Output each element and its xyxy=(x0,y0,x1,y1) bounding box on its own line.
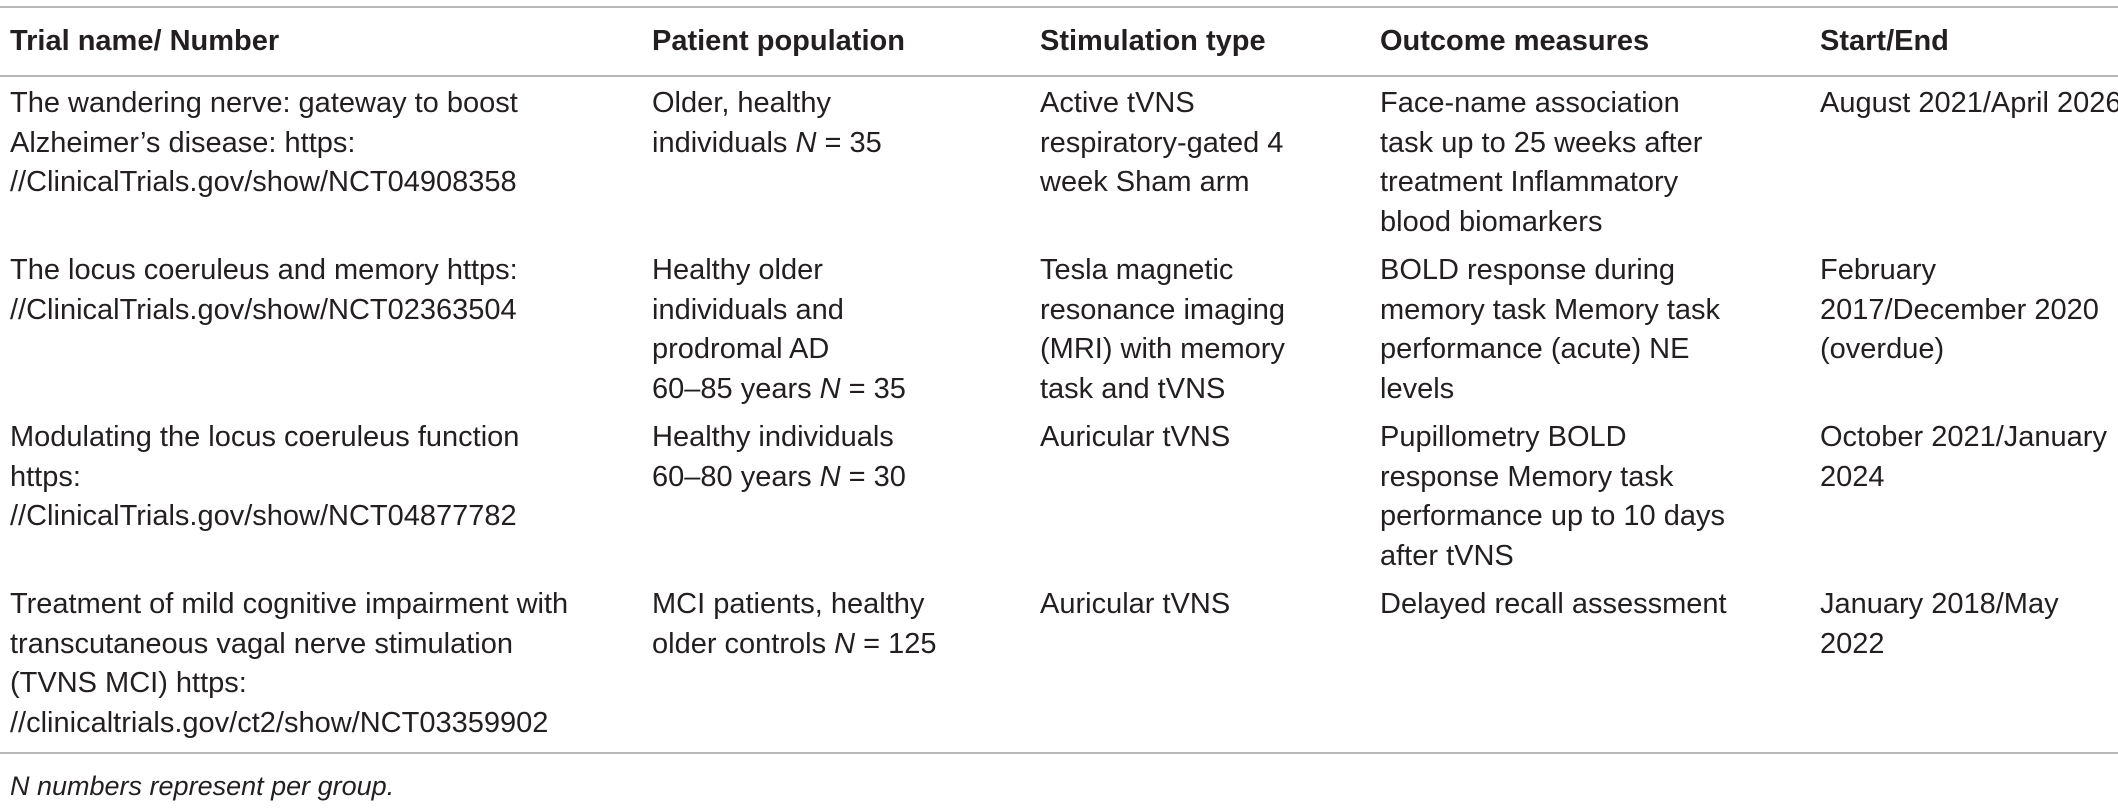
cell-stimulation-line: (MRI) with memory xyxy=(1040,333,1285,365)
cell-outcome-line: memory task Memory task xyxy=(1380,293,1720,326)
table-header: Trial name/ Number Patient population St… xyxy=(0,7,2118,76)
cell-dates-line: 2017/December 2020 xyxy=(1820,293,2099,326)
cell-stimulation-line: Auricular tVNS xyxy=(1040,588,1231,620)
cell-population-line: 60–80 years N = 30 xyxy=(652,460,906,493)
cell-outcome-line: performance up to 10 days xyxy=(1380,500,1725,532)
cell-trial-line: https: xyxy=(10,460,81,493)
cell-population-line: individuals and xyxy=(652,293,844,326)
cell-stimulation-line: resonance imaging xyxy=(1040,293,1286,326)
cell-stimulation-line: week Sham arm xyxy=(1040,166,1250,198)
cell-stimulation-line: Active tVNS xyxy=(1040,87,1195,119)
cell-trial-line: //ClinicalTrials.gov/show/NCT04877782 xyxy=(10,500,517,532)
cell-population-line: Healthy individuals xyxy=(652,421,894,453)
header-outcome: Outcome measures xyxy=(1380,25,1650,57)
cell-outcome-line: Face-name association xyxy=(1380,87,1680,119)
cell-trial-line: //clinicaltrials.gov/ct2/show/NCT0335990… xyxy=(10,706,549,739)
header-row: Trial name/ Number Patient population St… xyxy=(0,7,2118,76)
cell-dates-line: August 2021/April 2026 xyxy=(1820,87,2118,119)
cell-trial-line: The locus coeruleus and memory https: xyxy=(10,254,518,286)
cell-dates-line: October 2021/January xyxy=(1820,421,2107,453)
cell-trial-line: transcutaneous vagal nerve stimulation xyxy=(10,627,513,660)
header-dates: Start/End xyxy=(1820,25,1949,57)
cell-trial-line: //ClinicalTrials.gov/show/NCT04908358 xyxy=(10,166,517,198)
cell-outcome-line: Delayed recall assessment xyxy=(1380,588,1727,620)
cell-dates-line: January 2018/May xyxy=(1820,588,2059,620)
cell-stimulation: Active tVNS respiratory-gated 4 week Sham … xyxy=(1030,76,1370,244)
cell-outcome-line: after tVNS xyxy=(1380,539,1514,572)
cell-population-line: individuals N = 35 xyxy=(652,126,882,159)
cell-trial-line: Treatment of mild cognitive impairment w… xyxy=(10,588,569,620)
cell-trial-line: //ClinicalTrials.gov/show/NCT02363504 xyxy=(10,293,517,326)
trials-table: Trial name/ Number Patient population St… xyxy=(0,6,2118,754)
cell-population: Healthy older individuals and prodromal AD… xyxy=(642,244,1030,411)
cell-trial-line: (TVNS MCI) https: xyxy=(10,667,247,699)
cell-outcome: Delayed recall assessment xyxy=(1370,578,1810,753)
cell-stimulation: Auricular tVNS xyxy=(1030,578,1370,753)
cell-dates-line: (overdue) xyxy=(1820,333,1945,365)
cell-trial: The wandering nerve: gateway to boost Alz… xyxy=(0,76,642,244)
table-row: The wandering nerve: gateway to boost Alz… xyxy=(0,76,2118,244)
cell-stimulation: Auricular tVNS xyxy=(1030,411,1370,578)
cell-outcome-line: task up to 25 weeks after xyxy=(1380,126,1703,159)
cell-stimulation-line: Auricular tVNS xyxy=(1040,421,1231,453)
cell-outcome-line: levels xyxy=(1380,372,1455,405)
cell-outcome-line: BOLD response during xyxy=(1380,254,1675,286)
cell-population-line: Older, healthy xyxy=(652,87,831,119)
table-row: The locus coeruleus and memory https: //C… xyxy=(0,244,2118,411)
cell-outcome: Face-name association task up to 25 weeks… xyxy=(1370,76,1810,244)
cell-trial-line: The wandering nerve: gateway to boost xyxy=(10,87,518,119)
cell-outcome-line: performance (acute) NE xyxy=(1380,333,1690,365)
cell-population: Healthy individuals 60–80 years N = 30 xyxy=(642,411,1030,578)
cell-population-line: older controls N = 125 xyxy=(652,627,937,660)
cell-trial: Treatment of mild cognitive impairment w… xyxy=(0,578,642,753)
cell-trial-line: Modulating the locus coeruleus function xyxy=(10,421,520,453)
cell-dates: February 2017/December 2020 (overdue) xyxy=(1810,244,2118,411)
cell-outcome-line: blood biomarkers xyxy=(1380,205,1603,238)
cell-outcome: Pupillometry BOLD response Memory task per… xyxy=(1370,411,1810,578)
cell-outcome-line: response Memory task xyxy=(1380,460,1674,493)
table-body: The wandering nerve: gateway to boost Alz… xyxy=(0,76,2118,753)
table-row: Treatment of mild cognitive impairment w… xyxy=(0,578,2118,753)
cell-trial: The locus coeruleus and memory https: //C… xyxy=(0,244,642,411)
header-trial: Trial name/ Number xyxy=(10,25,280,57)
cell-dates: January 2018/May 2022 xyxy=(1810,578,2118,753)
cell-trial-line: Alzheimer’s disease: https: xyxy=(10,126,356,159)
cell-dates-line: 2022 xyxy=(1820,627,1885,660)
table-footnote: N numbers represent per group. xyxy=(10,771,395,801)
cell-stimulation-line: Tesla magnetic xyxy=(1040,254,1234,286)
cell-dates: October 2021/January 2024 xyxy=(1810,411,2118,578)
cell-dates: August 2021/April 2026 xyxy=(1810,76,2118,244)
cell-population: MCI patients, healthy older controls N = … xyxy=(642,578,1030,753)
header-stimulation: Stimulation type xyxy=(1040,25,1266,57)
cell-stimulation: Tesla magnetic resonance imaging (MRI) wit… xyxy=(1030,244,1370,411)
cell-stimulation-line: respiratory-gated 4 xyxy=(1040,126,1284,159)
cell-trial: Modulating the locus coeruleus function h… xyxy=(0,411,642,578)
cell-outcome-line: treatment Inflammatory xyxy=(1380,166,1679,198)
table-row: Modulating the locus coeruleus function h… xyxy=(0,411,2118,578)
cell-dates-line: 2024 xyxy=(1820,460,1885,493)
cell-population-line: MCI patients, healthy xyxy=(652,588,925,620)
header-population: Patient population xyxy=(652,25,905,57)
cell-population-line: Healthy older xyxy=(652,254,823,286)
cell-dates-line: February xyxy=(1820,254,1937,286)
cell-population: Older, healthy individuals N = 35 xyxy=(642,76,1030,244)
cell-outcome: BOLD response during memory task Memory t… xyxy=(1370,244,1810,411)
cell-population-line: 60–85 years N = 35 xyxy=(652,372,906,405)
cell-outcome-line: Pupillometry BOLD xyxy=(1380,421,1627,453)
cell-population-line: prodromal AD xyxy=(652,333,830,365)
cell-stimulation-line: task and tVNS xyxy=(1040,372,1226,405)
